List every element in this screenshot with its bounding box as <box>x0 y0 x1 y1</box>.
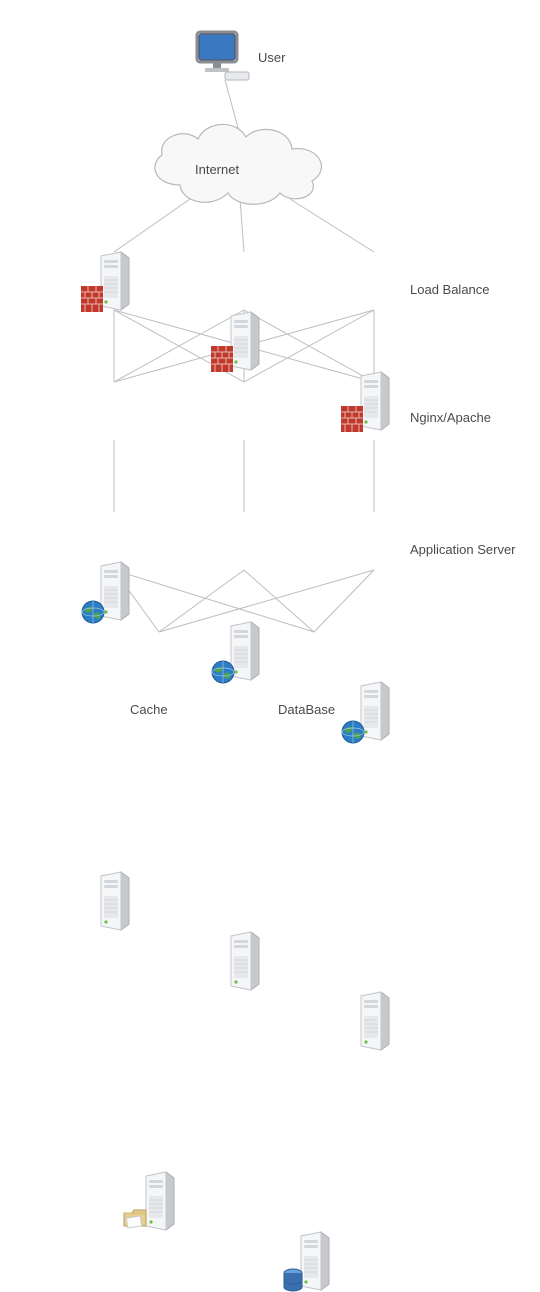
cloud-node <box>140 115 340 213</box>
folder-icon <box>122 1208 148 1230</box>
globe-icon <box>211 660 235 684</box>
server-app1 <box>95 870 133 930</box>
server-cache <box>140 1170 178 1230</box>
globe-icon <box>341 720 365 744</box>
app-tier-label: Application Server <box>410 542 516 557</box>
database-icon <box>283 1268 303 1292</box>
server-lb3 <box>355 370 393 430</box>
server-lb1 <box>95 250 133 310</box>
server-web3 <box>355 680 393 740</box>
computer-icon <box>195 30 251 82</box>
internet-label: Internet <box>195 162 239 177</box>
server-web1 <box>95 560 133 620</box>
server-app2 <box>225 930 263 990</box>
server-app3 <box>355 990 393 1050</box>
firewall-icon <box>211 346 233 372</box>
globe-icon <box>81 600 105 624</box>
server-db <box>295 1230 333 1290</box>
firewall-icon <box>341 406 363 432</box>
web-tier-label: Nginx/Apache <box>410 410 491 425</box>
firewall-icon <box>81 286 103 312</box>
server-lb2 <box>225 310 263 370</box>
cloud-icon <box>140 115 340 210</box>
architecture-diagram: User Internet Load Balance Nginx/Apache … <box>0 0 540 731</box>
cache-label: Cache <box>130 702 168 717</box>
server-web2 <box>225 620 263 680</box>
server-icon <box>225 930 263 992</box>
server-icon <box>95 870 133 932</box>
load-balance-label: Load Balance <box>410 282 490 297</box>
server-icon <box>355 990 393 1052</box>
db-label: DataBase <box>278 702 335 717</box>
user-label: User <box>258 50 285 65</box>
user-node <box>195 30 251 85</box>
